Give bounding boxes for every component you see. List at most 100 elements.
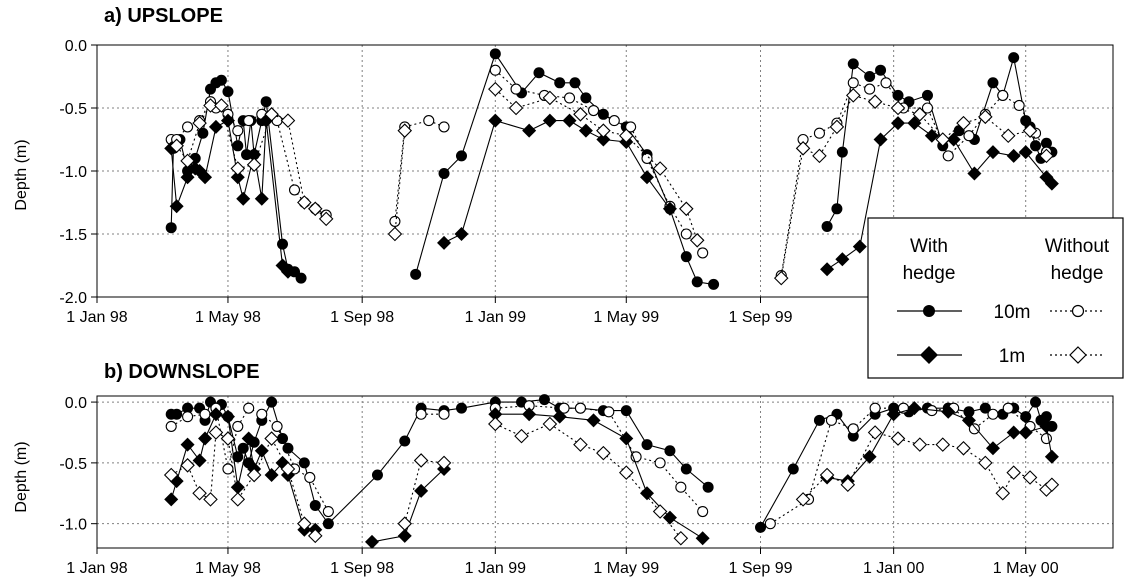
panel-b-series-4 [163, 416, 1060, 546]
panel-a-series-3-point [578, 123, 593, 138]
panel-b-series-4-point [307, 528, 323, 544]
panel-b-series-2-point [199, 408, 211, 420]
panel-a-series-1-point [831, 203, 843, 215]
panel-a-series-1-point [680, 251, 692, 263]
panel-a-series-3-point [985, 145, 1000, 160]
panel-a-series-1-point [875, 64, 887, 76]
panel-a-series-3-point [169, 199, 184, 214]
panel-a-series-2-point [232, 125, 244, 137]
panel-b-x-tick-label: 1 Sep 98 [330, 560, 394, 577]
panel-a-series-2-point [697, 247, 709, 259]
panel-b-x-tick-label: 1 May 00 [993, 560, 1059, 577]
panel-b-y-tick-label: -0.5 [59, 456, 87, 473]
panel-b-series-2-point [654, 457, 666, 469]
panel-b-x-tick-label: 1 Jan 98 [66, 560, 127, 577]
panel-b-series-1-point [538, 394, 550, 406]
panel-b-series-4-point [1022, 470, 1038, 485]
panel-a-x-tick-label: 1 Jan 98 [66, 309, 127, 326]
panel-b-series-3-point [862, 449, 877, 464]
panel-a-series-2-point [587, 104, 600, 117]
panel-a-series-2-point [847, 77, 859, 89]
panel-b-series-4-point [542, 416, 558, 432]
panel-b-series-4-point [397, 516, 413, 531]
panel-a-series-4-point [307, 201, 323, 217]
panel-a-series-3-point [835, 252, 850, 267]
panel-a-series-1-point [821, 220, 833, 232]
panel-a-x-tick-label: 1 Sep 98 [330, 309, 394, 326]
panel-a-series-2-point [625, 121, 637, 133]
panel-b-series-2-point [968, 423, 980, 435]
panel-a-series-1-point [197, 127, 209, 139]
panel-a-series-4-point [978, 109, 993, 125]
panel-a-series-1-point [260, 96, 272, 108]
panel-a-series-4-point [845, 88, 861, 103]
panel-a-series-1-point [569, 77, 581, 89]
panel-a-series-2-point [288, 184, 301, 196]
panel-a-series-3-point [1006, 148, 1021, 163]
panel-b-series-4-point [163, 467, 179, 483]
panel-b-series-3-point [619, 431, 634, 446]
panel-b-series-1-point [399, 435, 411, 447]
panel-b-series-3-point [662, 510, 677, 525]
panel-b-series-4-point [995, 486, 1011, 501]
panel-b-series-3-line [371, 468, 445, 543]
panel-b-series-3-point [1044, 449, 1059, 464]
panel-a-series-4-point [935, 132, 951, 147]
panel-a-series-3-point [640, 170, 655, 185]
panel-a-x-tick-label: 1 May 99 [593, 309, 659, 326]
panel-b-series-3-point [907, 401, 922, 416]
panel-b-series-2-point [243, 402, 255, 414]
panel-b-series-1-point [182, 402, 194, 414]
panel-a-series-4-point [280, 113, 296, 128]
panel-b-series-1-point [979, 402, 991, 414]
panel-a-series-3-point [488, 113, 503, 128]
panel-a-series-2-point [608, 115, 620, 127]
panel-b-series-2-point [764, 518, 776, 530]
panel-b-series-2-point [256, 408, 268, 420]
panel-b-series-2-point [574, 402, 586, 414]
panel-b-series-3-point [552, 409, 567, 424]
panel-a-series-3-point [1018, 145, 1033, 160]
panel-a-series-1-point [533, 67, 545, 79]
panel-b-series-2-point [603, 406, 615, 418]
panel-b-series-3-point [414, 483, 429, 498]
panel-a-y-tick-label: -1.5 [59, 227, 87, 244]
panel-a-series-2-point [243, 115, 255, 127]
panel-b-series-2-point [182, 411, 194, 423]
panel-b-series-3-point [254, 443, 269, 458]
panel-b-series-4-point [192, 486, 207, 501]
panel-b-x-tick-label: 1 Sep 99 [728, 560, 792, 577]
panel-a-series-2-point [942, 150, 954, 162]
panel-b-x-tick-label: 1 May 99 [593, 560, 659, 577]
panel-b-series-2-point [847, 423, 859, 435]
panel-a-series-2-point [641, 152, 653, 164]
panel-b-series-4-point [1044, 477, 1060, 493]
panel-b-series-2-point [232, 420, 244, 432]
panel-a-series-2-point [813, 127, 825, 139]
panel-a-series-4-point [246, 157, 262, 172]
panel-b-series-2-line [170, 407, 329, 512]
panel-b-series-4-point [514, 428, 529, 444]
panel-b-series-1-line [760, 400, 1053, 528]
panel-a-series-3-point [924, 128, 939, 143]
panel-a-series-1-point [1008, 52, 1020, 64]
panel-b-series-2 [165, 400, 1052, 530]
panel-a-series-3-point [247, 147, 262, 162]
panel-a-series-4-point [297, 195, 312, 210]
panel-a-title: a) UPSLOPE [104, 5, 223, 27]
panel-a-series-4 [169, 81, 1054, 286]
panel-b-series-3-point [365, 534, 380, 549]
panel-a-series-1-point [1030, 140, 1042, 152]
panel-b-series-4-point [220, 431, 236, 446]
panel-b-series-4-point [573, 437, 588, 452]
panel-b-series-2-line [770, 407, 1047, 525]
panel-a-series-4-point [488, 81, 503, 97]
panel-b-series-3-point [695, 531, 710, 546]
panel-a-series-1-point [165, 222, 177, 234]
panel-a-series-3-point [230, 170, 245, 185]
panel-b-frame [96, 395, 1114, 549]
panel-a-series-3-point [562, 113, 577, 128]
panel-b-series-3-point [241, 431, 256, 446]
panel-b-series-3-point [522, 407, 537, 422]
panel-b-series-4-point [890, 431, 906, 446]
